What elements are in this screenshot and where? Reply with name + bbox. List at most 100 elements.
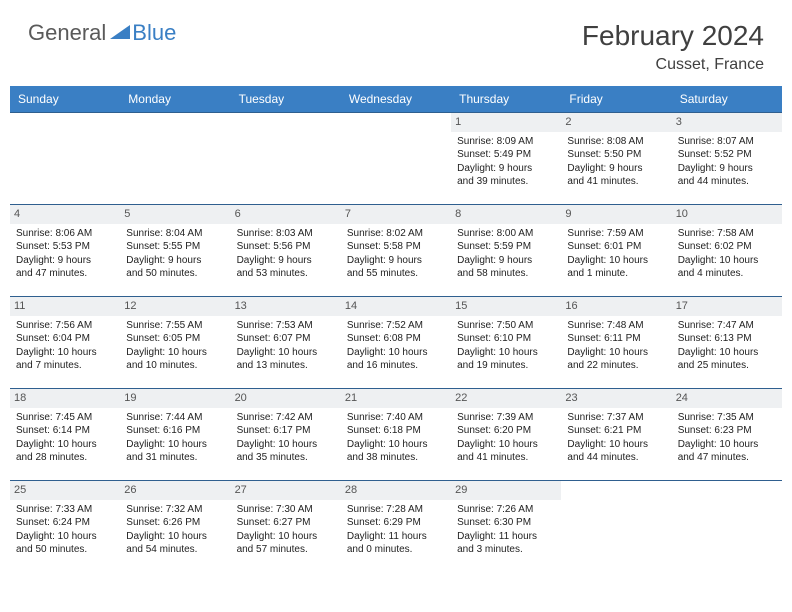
calendar-cell: 21Sunrise: 7:40 AMSunset: 6:18 PMDayligh… (341, 389, 451, 481)
daylight-text: and 31 minutes. (126, 451, 224, 465)
sunrise-text: Sunrise: 7:59 AM (567, 227, 665, 241)
day-number: 10 (672, 205, 782, 224)
calendar-row: 25Sunrise: 7:33 AMSunset: 6:24 PMDayligh… (10, 481, 782, 573)
sunrise-text: Sunrise: 7:53 AM (237, 319, 335, 333)
daylight-text: and 47 minutes. (16, 267, 114, 281)
day-number: 11 (10, 297, 120, 316)
sunset-text: Sunset: 6:17 PM (237, 424, 335, 438)
daylight-text: and 4 minutes. (678, 267, 776, 281)
sunset-text: Sunset: 6:10 PM (457, 332, 555, 346)
sunset-text: Sunset: 6:30 PM (457, 516, 555, 530)
calendar-cell: 9Sunrise: 7:59 AMSunset: 6:01 PMDaylight… (561, 205, 671, 297)
daylight-text: Daylight: 9 hours (567, 162, 665, 176)
calendar-cell: 19Sunrise: 7:44 AMSunset: 6:16 PMDayligh… (120, 389, 230, 481)
day-number: 3 (672, 113, 782, 132)
day-number: 27 (231, 481, 341, 500)
day-number: 19 (120, 389, 230, 408)
sunset-text: Sunset: 6:05 PM (126, 332, 224, 346)
weekday-header: Wednesday (341, 86, 451, 113)
calendar-cell (341, 113, 451, 205)
daylight-text: Daylight: 10 hours (126, 438, 224, 452)
daylight-text: and 0 minutes. (347, 543, 445, 557)
daylight-text: and 13 minutes. (237, 359, 335, 373)
weekday-header: Monday (120, 86, 230, 113)
sunset-text: Sunset: 6:14 PM (16, 424, 114, 438)
calendar-cell: 11Sunrise: 7:56 AMSunset: 6:04 PMDayligh… (10, 297, 120, 389)
daylight-text: Daylight: 10 hours (16, 530, 114, 544)
month-title: February 2024 (582, 20, 764, 52)
logo-text-general: General (28, 20, 106, 46)
header: General Blue February 2024 Cusset, Franc… (0, 0, 792, 82)
day-number: 5 (120, 205, 230, 224)
calendar-row: 11Sunrise: 7:56 AMSunset: 6:04 PMDayligh… (10, 297, 782, 389)
calendar-cell: 23Sunrise: 7:37 AMSunset: 6:21 PMDayligh… (561, 389, 671, 481)
sunset-text: Sunset: 6:04 PM (16, 332, 114, 346)
calendar-cell: 8Sunrise: 8:00 AMSunset: 5:59 PMDaylight… (451, 205, 561, 297)
calendar-cell (231, 113, 341, 205)
sunset-text: Sunset: 5:55 PM (126, 240, 224, 254)
sunset-text: Sunset: 6:08 PM (347, 332, 445, 346)
daylight-text: and 7 minutes. (16, 359, 114, 373)
sunset-text: Sunset: 5:52 PM (678, 148, 776, 162)
sunrise-text: Sunrise: 8:04 AM (126, 227, 224, 241)
sunrise-text: Sunrise: 7:35 AM (678, 411, 776, 425)
sunset-text: Sunset: 5:50 PM (567, 148, 665, 162)
daylight-text: and 19 minutes. (457, 359, 555, 373)
day-number: 23 (561, 389, 671, 408)
daylight-text: and 54 minutes. (126, 543, 224, 557)
calendar-cell (561, 481, 671, 573)
weekday-header: Friday (561, 86, 671, 113)
daylight-text: Daylight: 9 hours (678, 162, 776, 176)
day-number: 24 (672, 389, 782, 408)
sunrise-text: Sunrise: 7:48 AM (567, 319, 665, 333)
day-number: 7 (341, 205, 451, 224)
day-number: 17 (672, 297, 782, 316)
daylight-text: Daylight: 10 hours (237, 438, 335, 452)
sunrise-text: Sunrise: 8:00 AM (457, 227, 555, 241)
weekday-header: Tuesday (231, 86, 341, 113)
daylight-text: Daylight: 10 hours (567, 254, 665, 268)
sunrise-text: Sunrise: 7:39 AM (457, 411, 555, 425)
daylight-text: Daylight: 9 hours (457, 162, 555, 176)
calendar-cell: 18Sunrise: 7:45 AMSunset: 6:14 PMDayligh… (10, 389, 120, 481)
weekday-header: Sunday (10, 86, 120, 113)
daylight-text: Daylight: 10 hours (237, 530, 335, 544)
calendar-cell: 15Sunrise: 7:50 AMSunset: 6:10 PMDayligh… (451, 297, 561, 389)
day-number: 15 (451, 297, 561, 316)
calendar-cell: 1Sunrise: 8:09 AMSunset: 5:49 PMDaylight… (451, 113, 561, 205)
daylight-text: and 58 minutes. (457, 267, 555, 281)
daylight-text: Daylight: 10 hours (237, 346, 335, 360)
sunrise-text: Sunrise: 7:32 AM (126, 503, 224, 517)
sunrise-text: Sunrise: 7:40 AM (347, 411, 445, 425)
daylight-text: and 10 minutes. (126, 359, 224, 373)
calendar-cell: 6Sunrise: 8:03 AMSunset: 5:56 PMDaylight… (231, 205, 341, 297)
sunset-text: Sunset: 6:13 PM (678, 332, 776, 346)
calendar-cell: 16Sunrise: 7:48 AMSunset: 6:11 PMDayligh… (561, 297, 671, 389)
daylight-text: Daylight: 10 hours (16, 346, 114, 360)
day-number: 25 (10, 481, 120, 500)
sunset-text: Sunset: 6:01 PM (567, 240, 665, 254)
daylight-text: Daylight: 9 hours (237, 254, 335, 268)
sunrise-text: Sunrise: 7:52 AM (347, 319, 445, 333)
calendar-table: Sunday Monday Tuesday Wednesday Thursday… (10, 86, 782, 573)
daylight-text: Daylight: 9 hours (126, 254, 224, 268)
calendar-cell: 22Sunrise: 7:39 AMSunset: 6:20 PMDayligh… (451, 389, 561, 481)
day-number: 21 (341, 389, 451, 408)
daylight-text: and 39 minutes. (457, 175, 555, 189)
sunset-text: Sunset: 6:18 PM (347, 424, 445, 438)
sunrise-text: Sunrise: 7:47 AM (678, 319, 776, 333)
sunrise-text: Sunrise: 7:58 AM (678, 227, 776, 241)
daylight-text: and 41 minutes. (567, 175, 665, 189)
day-number: 12 (120, 297, 230, 316)
sunrise-text: Sunrise: 7:30 AM (237, 503, 335, 517)
calendar-row: 1Sunrise: 8:09 AMSunset: 5:49 PMDaylight… (10, 113, 782, 205)
calendar-cell (10, 113, 120, 205)
day-number: 26 (120, 481, 230, 500)
sunrise-text: Sunrise: 8:06 AM (16, 227, 114, 241)
daylight-text: and 1 minute. (567, 267, 665, 281)
daylight-text: Daylight: 10 hours (678, 254, 776, 268)
logo-text-blue: Blue (132, 20, 176, 46)
daylight-text: and 16 minutes. (347, 359, 445, 373)
sunset-text: Sunset: 6:27 PM (237, 516, 335, 530)
calendar-row: 18Sunrise: 7:45 AMSunset: 6:14 PMDayligh… (10, 389, 782, 481)
